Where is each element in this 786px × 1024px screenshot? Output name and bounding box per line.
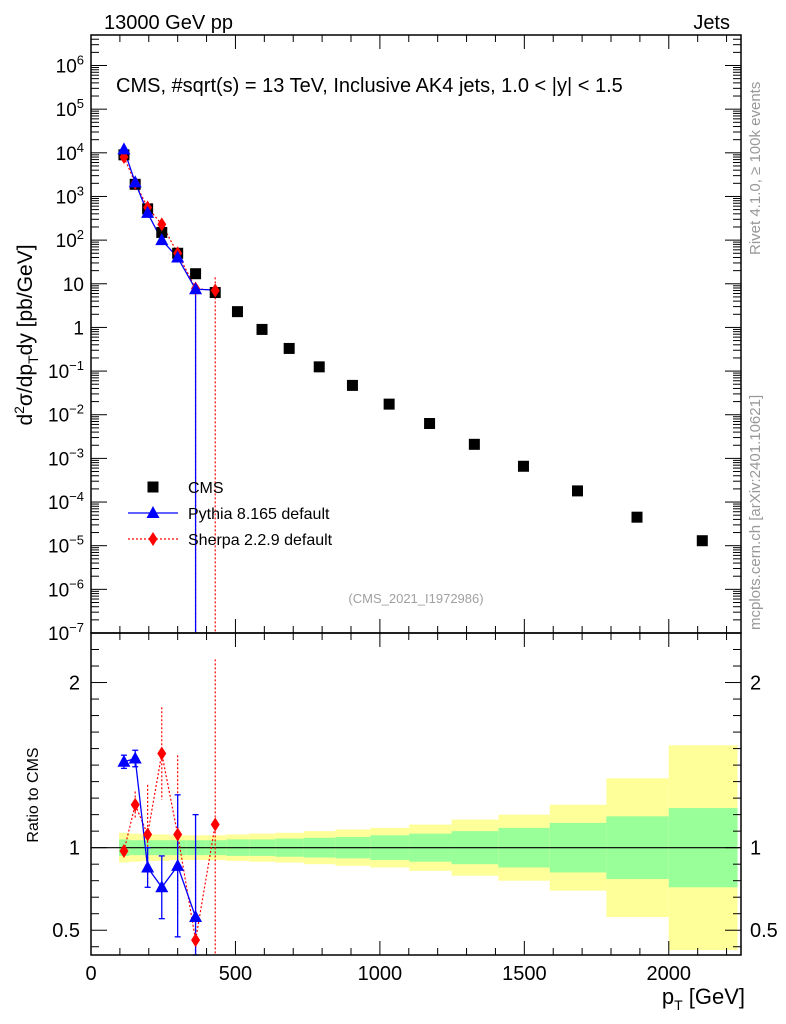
sherpa-ratio-point xyxy=(130,797,140,812)
top-y-tick-label: 103 xyxy=(56,183,84,208)
sherpa-ratio-point xyxy=(143,827,153,842)
pythia-ratio-point xyxy=(189,910,203,923)
cms-point xyxy=(468,438,480,450)
bottom-y-tick-label-right: 1 xyxy=(750,838,761,860)
legend-label: CMS xyxy=(188,480,224,497)
legend-label: Sherpa 2.2.9 default xyxy=(188,532,333,549)
pythia-point xyxy=(171,250,185,263)
legend-pythia-marker xyxy=(146,506,160,518)
ratio-series xyxy=(117,659,220,956)
bottom-y-tick-label: 2 xyxy=(69,673,80,695)
sherpa-ratio-point xyxy=(157,746,167,761)
pythia-line xyxy=(123,149,197,290)
top-axes: 10−7 10−6 10−5 10−4 10−3 10−2 10−1 1 10 102 103 104… xyxy=(48,34,741,645)
plot-title: CMS, #sqrt(s) = 13 TeV, Inclusive AK4 je… xyxy=(116,75,623,97)
pythia-ratio-point xyxy=(141,860,155,873)
cms-point xyxy=(313,361,325,373)
x-axis-label: pT [GeV] xyxy=(662,984,745,1013)
top-y-tick-label: 10−3 xyxy=(48,445,84,470)
bottom-frame xyxy=(90,632,742,956)
bottom-y-tick-label-right: 0.5 xyxy=(750,920,778,942)
legend-label: Pythia 8.165 default xyxy=(188,506,330,523)
top-y-tick-label: 106 xyxy=(56,53,84,78)
pythia-point xyxy=(155,233,169,246)
top-y-tick-label: 10−1 xyxy=(48,358,84,383)
legend-cms-marker xyxy=(147,481,159,493)
pythia-point xyxy=(128,175,142,188)
bottom-y-tick-label: 0.5 xyxy=(52,920,80,942)
cms-point xyxy=(231,306,243,318)
cms-point xyxy=(571,485,583,497)
sherpa-point xyxy=(157,217,167,232)
pythia-ratio-point xyxy=(155,880,169,893)
mcplots-label: mcplots.cern.ch [arXiv:2401.10621] xyxy=(747,395,764,630)
ratio-y-axis-label: Ratio to CMS xyxy=(25,747,42,842)
sherpa-ratio-point xyxy=(191,933,201,948)
cms-point xyxy=(190,268,202,280)
header-left: 13000 GeV pp xyxy=(104,12,233,34)
header-right: Jets xyxy=(693,12,730,34)
cms-point xyxy=(424,417,436,429)
legend-sherpa-marker xyxy=(148,532,158,546)
cms-point xyxy=(383,398,395,410)
sherpa-line xyxy=(123,156,216,292)
top-y-tick-label: 10−2 xyxy=(48,402,84,427)
bottom-y-tick-label: 1 xyxy=(69,838,80,860)
pythia-ratio-point xyxy=(171,858,185,871)
top-y-tick-label: 1 xyxy=(73,318,84,339)
pythia-ratio-point xyxy=(128,751,142,764)
cms-point xyxy=(696,535,708,547)
x-tick-label: 500 xyxy=(219,963,252,985)
cms-point xyxy=(156,226,168,238)
x-tick-label: 0 xyxy=(85,963,96,985)
top-y-tick-label: 10 xyxy=(63,275,84,296)
rivet-label: Rivet 4.1.0, ≥ 100k events xyxy=(747,82,764,255)
x-tick-label: 1000 xyxy=(358,963,403,985)
legend: CMS Pythia 8.165 default Sherpa 2.2.9 defa… xyxy=(128,480,333,549)
bottom-axes: 0 500 1000 1500 2000 0.5 0.5 1 1 2 2 xyxy=(52,633,778,985)
cms-point xyxy=(256,323,268,335)
top-y-tick-label: 105 xyxy=(56,96,84,121)
cms-point xyxy=(346,379,358,391)
sherpa-ratio-point xyxy=(210,817,220,832)
top-y-axis-label: d2σ/dpTdy [pb/GeV] xyxy=(11,244,41,425)
sherpa-ratio-point xyxy=(173,827,183,842)
pythia-point xyxy=(189,282,203,295)
analysis-id: (CMS_2021_I1972986) xyxy=(348,591,483,606)
sherpa-ratio-point xyxy=(119,843,129,858)
top-y-tick-label: 10−5 xyxy=(48,533,84,558)
cms-point xyxy=(517,460,529,472)
top-series xyxy=(117,142,708,633)
x-tick-label: 2000 xyxy=(647,963,692,985)
ratio-bands xyxy=(91,745,741,951)
cms-point xyxy=(283,342,295,354)
x-tick-label: 1500 xyxy=(502,963,547,985)
sherpa-point xyxy=(210,283,220,298)
bottom-y-tick-label-right: 2 xyxy=(750,673,761,695)
pythia-point xyxy=(141,205,155,218)
pythia-ratio-point xyxy=(117,754,131,767)
top-y-tick-label: 10−4 xyxy=(48,489,84,514)
top-y-tick-label: 104 xyxy=(56,140,84,165)
top-y-tick-label: 10−7 xyxy=(48,620,84,645)
pythia-point xyxy=(117,142,131,155)
cms-point xyxy=(631,511,643,523)
top-y-tick-label: 10−6 xyxy=(48,576,84,601)
top-y-tick-label: 102 xyxy=(56,227,84,252)
